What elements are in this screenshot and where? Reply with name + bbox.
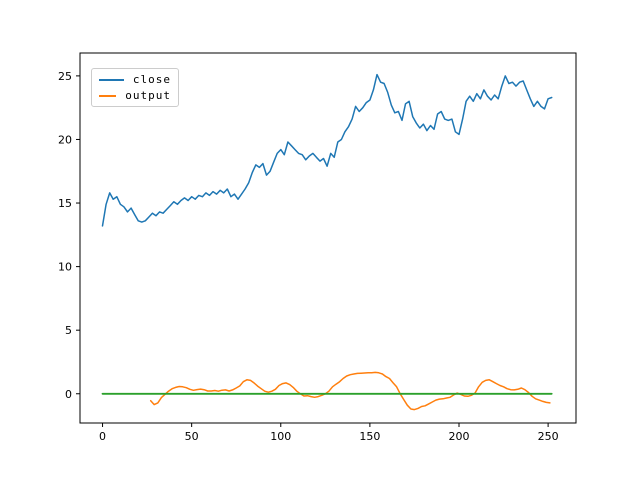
x-tick-label: 150: [359, 430, 380, 443]
legend-item-close: close: [99, 74, 171, 85]
y-tick-label: 15: [58, 197, 72, 210]
x-tick-label: 100: [270, 430, 291, 443]
x-tick-label: 250: [538, 430, 559, 443]
axes-spines: [79, 52, 577, 424]
output-line: [149, 371, 551, 411]
close-line: [101, 73, 553, 227]
legend-label-close: close: [132, 73, 171, 86]
legend: close output: [91, 68, 179, 107]
y-tick-label: 0: [65, 388, 72, 401]
legend-label-output: output: [125, 89, 171, 102]
x-tick-label: 50: [185, 430, 199, 443]
legend-item-output: output: [99, 90, 171, 101]
output-line-swatch: [99, 94, 117, 97]
x-tick-label: 200: [448, 430, 469, 443]
close-line-swatch: [99, 78, 124, 81]
x-tick-label: 0: [99, 430, 106, 443]
y-tick-label: 20: [58, 133, 72, 146]
y-tick-label: 25: [58, 70, 72, 83]
y-tick-label: 10: [58, 261, 72, 274]
y-tick-label: 5: [65, 324, 72, 337]
